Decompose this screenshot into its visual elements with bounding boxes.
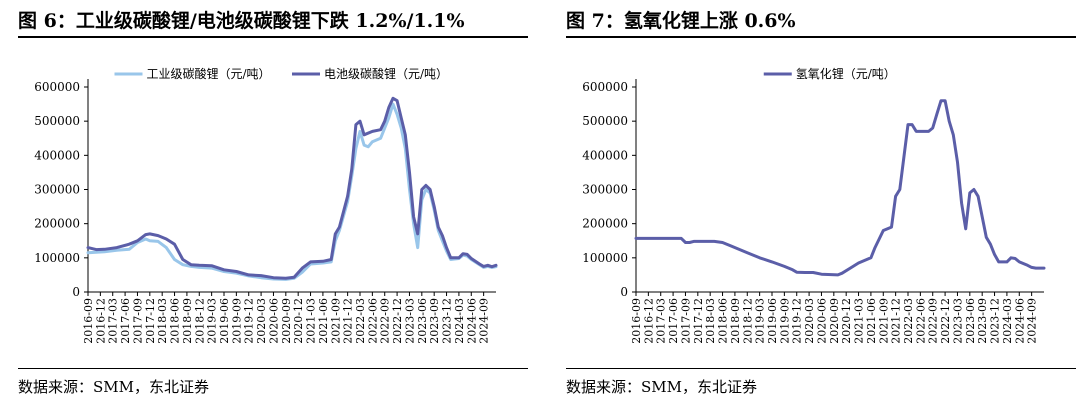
source-note: 数据来源：SMM，东北证券 [18, 378, 209, 396]
y-tick-label: 100000 [34, 251, 80, 265]
x-tick-label: 2023-09 [428, 298, 441, 344]
x-tick-label: 2024-09 [1026, 298, 1039, 344]
x-tick-label: 2020-09 [828, 298, 841, 344]
x-tick-label: 2017-03 [655, 298, 668, 344]
title-rule [18, 36, 528, 38]
y-tick-label: 100000 [582, 251, 628, 265]
x-tick-label: 2016-12 [94, 298, 107, 344]
y-tick-label: 500000 [34, 114, 80, 128]
x-tick-label: 2019-12 [791, 298, 804, 344]
x-tick-label: 2019-12 [243, 298, 256, 344]
x-tick-label: 2019-03 [206, 298, 219, 344]
x-tick-label: 2023-12 [441, 298, 454, 344]
x-tick-label: 2018-03 [156, 298, 169, 344]
x-tick-label: 2021-06 [317, 298, 330, 344]
x-tick-label: 2021-03 [305, 298, 318, 344]
x-tick-label: 2023-06 [964, 298, 977, 344]
x-tick-label: 2018-06 [717, 298, 730, 344]
x-tick-label: 2018-12 [193, 298, 206, 344]
x-tick-label: 2017-06 [667, 298, 680, 344]
source-note: 数据来源：SMM，东北证券 [566, 378, 757, 396]
y-tick-label: 400000 [34, 148, 80, 162]
x-tick-label: 2023-03 [403, 298, 416, 344]
x-tick-label: 2024-03 [1001, 298, 1014, 344]
x-tick-label: 2019-03 [754, 298, 767, 344]
x-tick-label: 2016-12 [642, 298, 655, 344]
x-tick-label: 2020-03 [255, 298, 268, 344]
x-tick-label: 2020-03 [803, 298, 816, 344]
legend-label: 电池级碳酸锂（元/吨） [324, 66, 448, 81]
series-line [86, 102, 498, 281]
x-tick-label: 2021-09 [329, 298, 342, 344]
x-tick-label: 2021-06 [865, 298, 878, 344]
legend-label: 工业级碳酸锂（元/吨） [147, 66, 271, 81]
x-tick-label: 2018-12 [741, 298, 754, 344]
x-tick-label: 2016-09 [630, 298, 643, 344]
x-tick-label: 2021-12 [890, 298, 903, 344]
x-tick-label: 2023-12 [989, 298, 1002, 344]
x-tick-label: 2020-09 [280, 298, 293, 344]
x-tick-label: 2019-06 [218, 298, 231, 344]
figure-7-panel: 图 7：氢氧化锂上涨 0.6% 0 100000 200000 300000 40000… [566, 0, 1080, 406]
x-tick-label: 2022-06 [914, 298, 927, 344]
x-tick-label: 2017-12 [692, 298, 705, 344]
source-rule [18, 368, 528, 369]
figure-title: 图 7：氢氧化锂上涨 0.6% [566, 10, 796, 32]
x-tick-label: 2022-09 [927, 298, 940, 344]
x-tick-label: 2023-06 [416, 298, 429, 344]
x-tick-label: 2017-12 [144, 298, 157, 344]
x-tick-label: 2020-12 [840, 298, 853, 344]
x-tick-label: 2024-09 [478, 298, 491, 344]
x-tick-label: 2022-09 [379, 298, 392, 344]
x-tick-label: 2024-06 [465, 298, 478, 344]
x-tick-label: 2017-06 [119, 298, 132, 344]
x-tick-label: 2022-12 [939, 298, 952, 344]
x-tick-label: 2021-12 [342, 298, 355, 344]
source-rule [566, 368, 1076, 369]
figure-6-panel: 图 6：工业级碳酸锂/电池级碳酸锂下跌 1.2%/1.1% 0 100000 200… [18, 0, 538, 406]
y-tick-label: 200000 [582, 217, 628, 231]
x-tick-label: 2024-03 [453, 298, 466, 344]
y-tick-label: 600000 [34, 80, 80, 94]
x-tick-label: 2020-06 [815, 298, 828, 344]
x-tick-label: 2020-12 [292, 298, 305, 344]
x-tick-label: 2018-06 [169, 298, 182, 344]
x-tick-label: 2022-03 [902, 298, 915, 344]
x-tick-label: 2020-06 [267, 298, 280, 344]
x-tick-label: 2018-09 [729, 298, 742, 344]
x-tick-label: 2017-03 [107, 298, 120, 344]
y-tick-label: 300000 [34, 183, 80, 197]
title-rule [566, 36, 1076, 38]
x-tick-label: 2017-09 [131, 298, 144, 344]
y-tick-label: 200000 [34, 217, 80, 231]
y-tick-label: 400000 [582, 148, 628, 162]
x-tick-label: 2019-09 [230, 298, 243, 344]
x-tick-label: 2023-09 [976, 298, 989, 344]
x-tick-label: 2019-09 [778, 298, 791, 344]
x-tick-label: 2024-06 [1013, 298, 1026, 344]
x-tick-label: 2022-06 [366, 298, 379, 344]
y-tick-label: 0 [72, 285, 80, 299]
x-tick-label: 2017-09 [679, 298, 692, 344]
x-tick-label: 2022-12 [391, 298, 404, 344]
x-tick-label: 2021-09 [877, 298, 890, 344]
y-tick-label: 300000 [582, 183, 628, 197]
x-tick-label: 2019-06 [766, 298, 779, 344]
series-line [86, 96, 498, 280]
y-tick-label: 0 [620, 285, 628, 299]
lithium-hydroxide-chart: 0 100000 200000 300000 400000 500000 600000 201… [582, 66, 1046, 344]
x-tick-label: 2016-09 [82, 298, 95, 344]
y-tick-label: 600000 [582, 80, 628, 94]
y-tick-label: 500000 [582, 114, 628, 128]
figure-title: 图 6：工业级碳酸锂/电池级碳酸锂下跌 1.2%/1.1% [18, 10, 465, 32]
x-tick-label: 2018-03 [704, 298, 717, 344]
lithium-carbonate-chart: 0 100000 200000 300000 400000 500000 600000 201… [34, 66, 498, 344]
legend-label: 氢氧化锂（元/吨） [796, 66, 896, 81]
x-tick-label: 2022-03 [354, 298, 367, 344]
x-tick-label: 2021-03 [853, 298, 866, 344]
x-tick-label: 2023-03 [951, 298, 964, 344]
x-tick-label: 2018-09 [181, 298, 194, 344]
series-line [634, 99, 1046, 277]
